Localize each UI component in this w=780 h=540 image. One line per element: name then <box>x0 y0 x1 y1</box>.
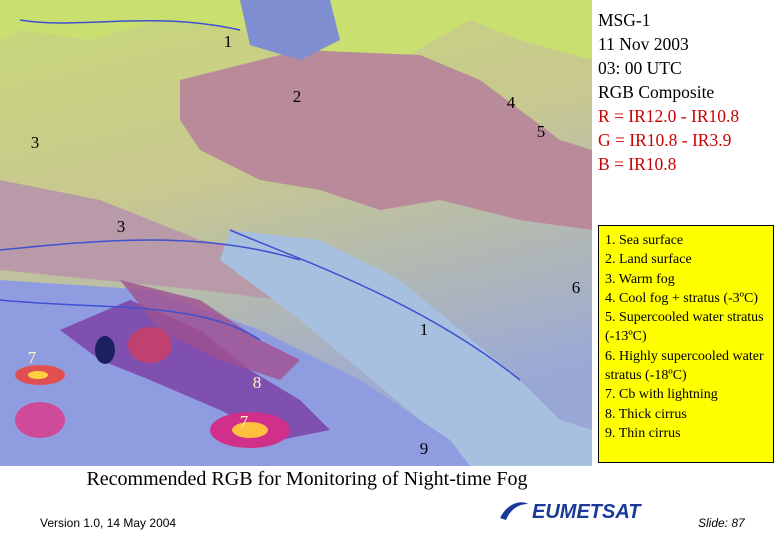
header-line: MSG-1 <box>598 10 651 30</box>
image-label: 2 <box>292 87 302 106</box>
header: MSG-1 11 Nov 2003 03: 00 UTC RGB Composite R… <box>598 8 739 176</box>
header-line: 11 Nov 2003 <box>598 34 689 54</box>
logo: EUMETSAT <box>500 501 642 523</box>
image-label: 8 <box>252 373 262 392</box>
image-label: 1 <box>419 320 429 339</box>
image-label: 7 <box>27 348 37 367</box>
satellite-image <box>0 0 592 466</box>
formula-line: G = IR10.8 - IR3.9 <box>598 130 732 150</box>
legend-item: 8. Thick cirrus <box>605 406 687 422</box>
version: Version 1.0, 14 May 2004 <box>40 516 177 530</box>
caption: Recommended RGB for Monitoring of Night-… <box>86 468 528 490</box>
image-label: 7 <box>239 412 249 431</box>
legend-box: 1. Sea surface 2. Land surface 3. Warm fog… <box>598 225 774 463</box>
image-label: 1 <box>223 32 233 51</box>
legend-item: 9. Thin cirrus <box>605 425 681 441</box>
legend-item: 6. Highly supercooled water stratus (-18… <box>605 348 764 384</box>
formula-line: B = IR10.8 <box>598 154 677 174</box>
image-label: 9 <box>419 439 429 458</box>
legend-item: 5. Supercooled water stratus (-13ºC) <box>605 310 764 345</box>
image-label: 4 <box>506 93 516 112</box>
slide-number: Slide: 87 <box>698 516 745 530</box>
legend-item: 2. Land surface <box>605 252 692 268</box>
image-label: 6 <box>571 278 581 297</box>
header-line: 03: 00 UTC <box>598 58 682 78</box>
image-label: 5 <box>536 122 546 141</box>
legend-item: 3. Warm fog <box>605 271 675 287</box>
legend-item: 4. Cool fog + stratus (-3ºC) <box>605 290 759 306</box>
formula-line: R = IR12.0 - IR10.8 <box>598 106 740 126</box>
image-label: 3 <box>30 133 40 152</box>
logo-text: EUMETSAT <box>532 501 642 523</box>
legend-item: 7. Cb with lightning <box>605 387 718 403</box>
header-line: RGB Composite <box>598 82 715 102</box>
image-label: 3 <box>116 217 126 236</box>
legend-item: 1. Sea surface <box>605 233 684 248</box>
